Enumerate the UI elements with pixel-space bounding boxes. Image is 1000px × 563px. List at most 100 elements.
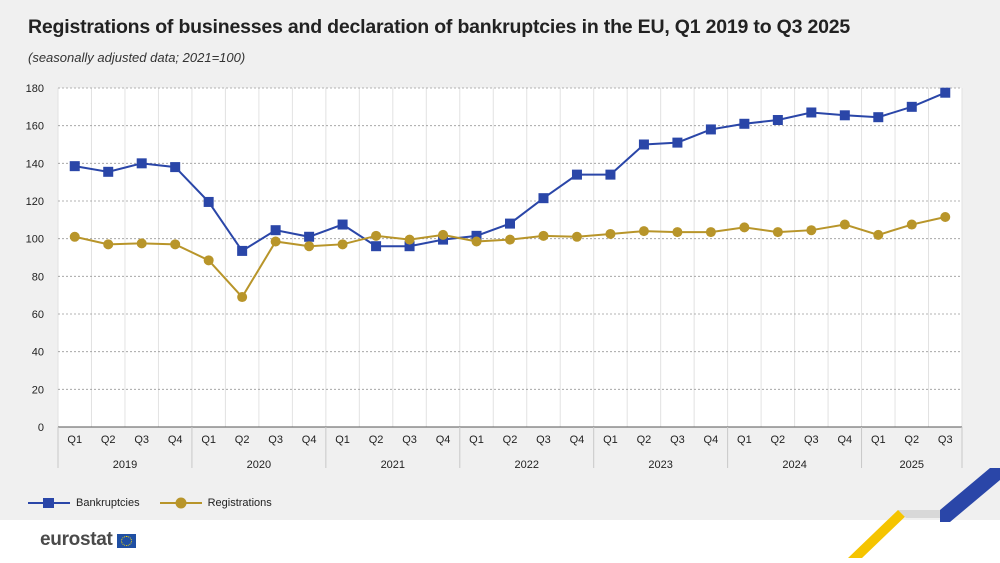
bankruptcies-point: [605, 169, 616, 180]
registrations-point: [772, 227, 783, 238]
y-tick-label: 140: [26, 158, 44, 170]
x-tick-label: Q2: [235, 434, 250, 446]
x-tick-label: Q1: [335, 434, 350, 446]
bankruptcies-point: [404, 241, 415, 252]
bankruptcies-point: [237, 245, 248, 256]
x-tick-label: Q3: [402, 434, 417, 446]
x-tick-label: Q1: [201, 434, 216, 446]
year-label: 2020: [247, 459, 271, 471]
bankruptcies-point: [103, 166, 114, 177]
x-tick-label: Q3: [670, 434, 685, 446]
registrations-point: [839, 219, 850, 230]
y-tick-label: 40: [32, 347, 44, 359]
registrations-point: [270, 236, 281, 247]
x-tick-label: Q3: [536, 434, 551, 446]
bankruptcies-point: [739, 118, 750, 129]
legend-label-registrations: Registrations: [207, 497, 272, 509]
registrations-point: [705, 227, 716, 238]
bankruptcies-point: [806, 107, 817, 118]
x-tick-label: Q3: [804, 434, 819, 446]
legend-item-bankruptcies: Bankruptcies: [28, 497, 140, 509]
registrations-point: [538, 230, 549, 241]
registrations-point: [638, 226, 649, 237]
registrations-point: [404, 234, 415, 245]
registrations-point: [505, 234, 515, 245]
year-label: 2021: [381, 459, 405, 471]
x-tick-label: Q3: [938, 434, 953, 446]
bankruptcies-point: [136, 158, 147, 169]
x-tick-label: Q2: [904, 434, 919, 446]
registrations-point: [471, 236, 482, 247]
x-tick-label: Q2: [503, 434, 518, 446]
year-label: 2024: [782, 459, 806, 471]
bankruptcies-legend-marker: [28, 498, 70, 508]
x-tick-label: Q4: [168, 434, 183, 446]
bankruptcies-point: [906, 101, 917, 112]
bankruptcies-point: [705, 124, 716, 135]
registrations-point: [605, 228, 616, 239]
x-tick-label: Q2: [771, 434, 786, 446]
registrations-point: [371, 230, 382, 241]
bankruptcies-point: [873, 112, 884, 123]
x-tick-label: Q1: [871, 434, 886, 446]
registrations-point: [337, 239, 348, 250]
x-tick-label: Q4: [302, 434, 317, 446]
x-tick-label: Q3: [134, 434, 149, 446]
bankruptcies-point: [203, 196, 214, 207]
eurostat-logo-text: eurostat: [40, 529, 113, 550]
bankruptcies-point: [270, 225, 281, 236]
registrations-legend-marker: [159, 497, 202, 509]
year-label: 2025: [900, 459, 924, 471]
x-tick-label: Q2: [101, 434, 116, 446]
bankruptcies-point: [471, 230, 482, 241]
registrations-point: [136, 238, 147, 249]
registrations-point: [906, 219, 917, 230]
registrations-point: [873, 229, 884, 240]
chart-title: Registrations of businesses and declarat…: [28, 16, 851, 38]
y-tick-label: 80: [32, 271, 44, 283]
registrations-point: [170, 239, 181, 250]
eu-flag-icon: [116, 534, 136, 548]
year-label: 2022: [514, 459, 538, 471]
y-tick-label: 100: [26, 234, 44, 246]
x-tick-label: Q4: [704, 434, 719, 446]
registrations-point: [103, 239, 114, 250]
x-tick-label: Q1: [737, 434, 752, 446]
x-tick-label: Q4: [436, 434, 451, 446]
registrations-point: [806, 225, 817, 236]
y-tick-label: 0: [38, 422, 44, 434]
year-label: 2019: [113, 459, 137, 471]
bankruptcies-point: [371, 241, 382, 252]
bankruptcies-point: [337, 219, 348, 230]
year-label: 2023: [648, 459, 672, 471]
bankruptcies-point: [304, 231, 315, 242]
x-tick-label: Q1: [67, 434, 82, 446]
registrations-point: [672, 227, 683, 238]
y-tick-label: 160: [26, 121, 44, 133]
registrations-point: [203, 255, 214, 266]
line-chart: 0 20 40 60 80 100 120 140 160 180 Q1 Q2 Q3 Q4 Q1 Q2 Q3 Q4…: [26, 83, 963, 471]
bankruptcies-point: [170, 162, 181, 173]
registrations-point: [940, 212, 951, 223]
x-tick-label: Q3: [268, 434, 283, 446]
legend-label-bankruptcies: Bankruptcies: [76, 497, 140, 509]
registrations-point: [237, 292, 248, 303]
bankruptcies-point: [672, 137, 683, 148]
chart-subtitle: (seasonally adjusted data; 2021=100): [28, 50, 246, 65]
bankruptcies-point: [940, 87, 951, 98]
x-tick-label: Q1: [603, 434, 618, 446]
registrations-point: [69, 231, 80, 242]
decorative-chevron-graphic: [848, 468, 1000, 558]
y-tick-label: 120: [26, 196, 44, 208]
registrations-point: [304, 241, 315, 252]
bankruptcies-point: [571, 169, 582, 180]
legend: Bankruptcies Registrations: [28, 497, 272, 509]
registrations-point: [571, 231, 582, 242]
x-tick-label: Q1: [469, 434, 484, 446]
x-tick-label: Q4: [837, 434, 852, 446]
legend-item-registrations: Registrations: [159, 497, 272, 509]
y-tick-label: 20: [32, 384, 44, 396]
eurostat-logo: eurostat: [40, 529, 136, 551]
x-tick-label: Q2: [369, 434, 384, 446]
registrations-point: [438, 229, 449, 240]
